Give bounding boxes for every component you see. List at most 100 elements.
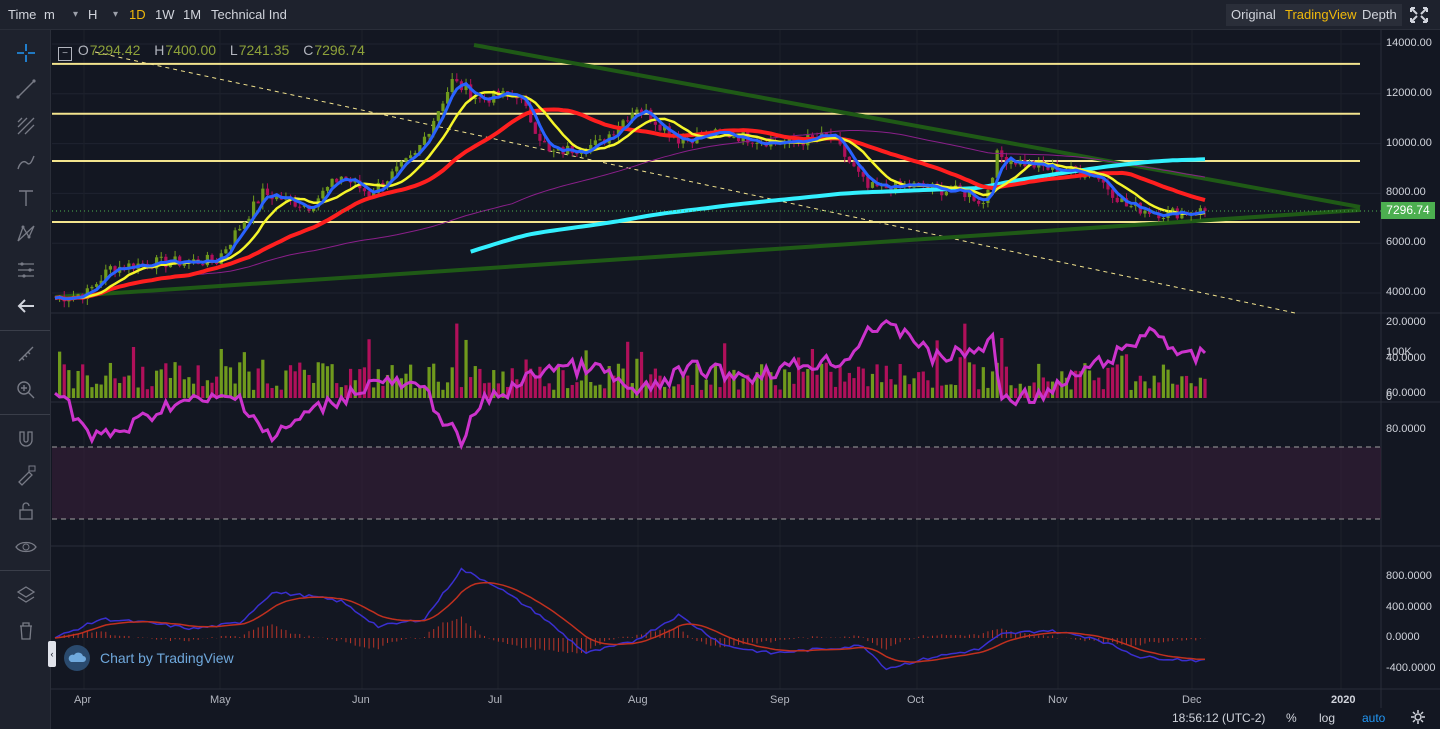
candle (750, 142, 754, 144)
volume-bar (635, 358, 639, 398)
candle (353, 180, 357, 183)
candle (224, 249, 228, 254)
macd-tick-label: 800.0000 (1386, 570, 1432, 582)
volume-bar (298, 362, 302, 398)
candle (630, 112, 634, 122)
magnet-icon[interactable] (10, 425, 42, 453)
rsi-tick-label: 80.0000 (1386, 423, 1426, 435)
candle (302, 205, 307, 207)
candle (330, 178, 334, 187)
volume-bar (847, 372, 851, 398)
volume-bar (898, 364, 902, 398)
candle (810, 134, 815, 138)
back-arrow-icon[interactable] (10, 292, 42, 320)
horizontal-levels[interactable] (52, 62, 1360, 224)
candle (792, 137, 796, 142)
volume-bar (1129, 389, 1133, 398)
volume-bar (409, 364, 413, 398)
candle (566, 145, 570, 155)
percent-toggle[interactable]: % (1286, 711, 1297, 725)
candle (732, 136, 736, 138)
volume-bar (1087, 370, 1092, 398)
ruler-icon[interactable] (10, 340, 42, 368)
lock-icon[interactable] (10, 497, 42, 525)
dashed-trendline[interactable] (94, 51, 1296, 314)
text-icon[interactable] (10, 184, 42, 212)
candle (99, 280, 103, 285)
candle (432, 120, 436, 134)
legend-toggle-icon[interactable]: − (58, 47, 72, 61)
settings-gear-icon[interactable] (1410, 709, 1426, 728)
volume-bar (196, 365, 200, 398)
candle (1203, 208, 1207, 211)
auto-toggle[interactable]: auto (1362, 711, 1386, 725)
volume-bar (1143, 381, 1147, 398)
volume-bar (870, 373, 875, 398)
volume-bar (182, 379, 186, 398)
fib-icon[interactable] (10, 112, 42, 140)
volume-bar (1097, 377, 1101, 398)
ohlc-low-label: L (229, 42, 238, 58)
candle (806, 134, 810, 146)
collapse-toolbar-button[interactable]: ‹ (48, 641, 56, 667)
upper-trendline[interactable] (473, 43, 1361, 209)
lock-draw-icon[interactable] (10, 461, 42, 489)
candle (335, 178, 339, 183)
hour-select[interactable]: H (82, 4, 122, 26)
rsi-tick-label: 20.0000 (1386, 316, 1426, 328)
volume-bar (644, 380, 648, 398)
candle (704, 132, 708, 137)
volume-bar (1064, 377, 1069, 398)
zoom-in-icon[interactable] (10, 376, 42, 404)
candle (1046, 166, 1050, 170)
time-label[interactable]: Time (8, 7, 37, 22)
layers-icon[interactable] (10, 581, 42, 609)
ohlc-high-value: 7400.00 (165, 42, 217, 58)
candle (1106, 182, 1110, 190)
trash-icon[interactable] (10, 617, 42, 645)
log-toggle[interactable]: log (1319, 711, 1336, 725)
candle (833, 136, 838, 138)
minute-select[interactable]: m (38, 4, 82, 26)
lower-trendline[interactable] (54, 208, 1361, 299)
candle (1000, 150, 1004, 158)
interval-1m-button[interactable]: 1M (183, 7, 202, 22)
candle (1161, 217, 1166, 219)
eye-icon[interactable] (10, 533, 42, 561)
volume-bar (399, 378, 403, 398)
candle (903, 184, 907, 186)
technical-indicators-button[interactable]: Technical Ind (211, 7, 287, 22)
candle (150, 267, 154, 269)
volume-bar (575, 382, 579, 398)
candle (589, 144, 593, 153)
price-tick-label: 8000.00 (1386, 186, 1426, 199)
candle (598, 139, 602, 141)
candle (265, 188, 270, 196)
interval-1d-button[interactable]: 1D (129, 7, 146, 22)
candle (612, 134, 616, 136)
volume-bar (288, 365, 293, 398)
candle (949, 191, 953, 193)
trend-line-icon[interactable] (10, 75, 42, 103)
pattern-icon[interactable] (10, 220, 42, 248)
measure-icon[interactable] (10, 256, 42, 284)
price-tick-label: 6000.00 (1386, 236, 1426, 249)
volume-bar (1055, 381, 1059, 398)
volume-bar (880, 382, 884, 398)
view-tradingview-button[interactable]: TradingView (1280, 4, 1362, 26)
view-depth-button[interactable]: Depth (1357, 4, 1402, 26)
volume-bar (764, 367, 768, 398)
volume-bar (529, 368, 533, 398)
fullscreen-icon[interactable] (1408, 5, 1430, 25)
candle (501, 91, 505, 97)
volume-bar (519, 382, 524, 398)
price-tick-label: 14000.00 (1386, 37, 1432, 49)
interval-1w-button[interactable]: 1W (155, 7, 175, 22)
view-original-button[interactable]: Original (1226, 4, 1281, 26)
volume-bar (141, 366, 145, 398)
tradingview-watermark[interactable]: Chart by TradingView (64, 645, 234, 671)
brush-icon[interactable] (10, 148, 42, 176)
crosshair-icon[interactable] (10, 39, 42, 67)
volume-bar (552, 389, 556, 398)
